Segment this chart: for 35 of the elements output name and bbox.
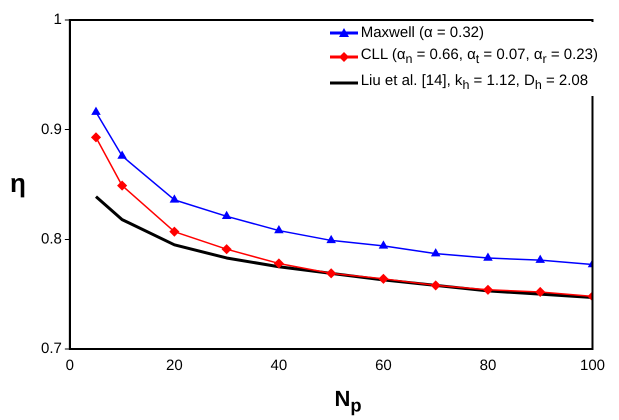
point [118,151,126,159]
x-axis-title: N$_{p}$ [333,386,363,416]
point [222,244,232,254]
point [274,258,284,268]
point [430,280,440,290]
point [431,248,440,256]
point [379,241,388,249]
point [535,287,545,297]
point [222,212,231,220]
x-tick-label: 0 [66,357,74,374]
x-tick-label: 20 [166,357,183,374]
y-axis-title: η [10,168,26,199]
legend-label: Liu et al. [14], k$_{h}$ = 1.12, D$_{h}$ = 2.08 [360,71,588,94]
x-tick-label: 40 [270,357,288,374]
x-tick-label: 60 [375,357,392,374]
y-tick-label: 0.7 [40,340,62,358]
y-tick-label: 0.8 [40,230,62,248]
x-tick-label: 100 [580,357,605,374]
point [170,226,180,236]
point [170,195,179,203]
point [92,107,100,115]
point [91,132,101,142]
legend-label: CLL (α$_{n}$ = 0.66, α$_{t}$ = 0.07, α$_{r}$ = 0.23) [360,45,598,68]
x-tick-label: 80 [480,357,496,374]
point [483,285,493,295]
point [117,180,127,190]
point [484,253,492,261]
point [326,236,336,244]
point [326,268,336,278]
legend-label: Maxwell (α = 0.32) [360,23,484,43]
point [274,226,284,234]
y-tick-label: 1 [54,11,62,28]
y-tick-label: 0.9 [40,120,62,138]
point [378,274,388,284]
point [536,255,544,263]
